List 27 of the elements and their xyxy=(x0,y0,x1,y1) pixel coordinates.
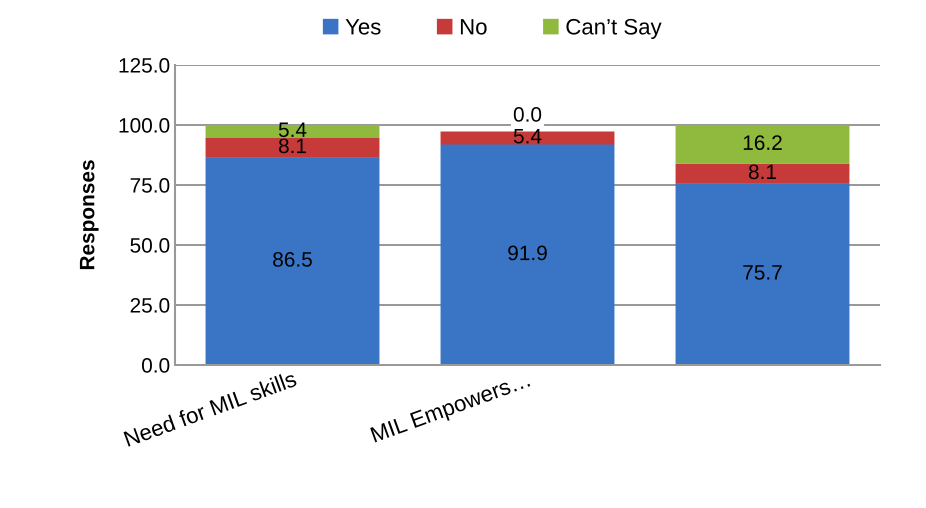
data-label: 86.5 xyxy=(273,252,312,267)
bar xyxy=(676,183,850,365)
y-tick-label: 25.0 xyxy=(130,298,170,313)
bar xyxy=(206,157,380,365)
data-label: 0.0 xyxy=(514,107,542,122)
legend-label: Can’t Say xyxy=(566,18,662,39)
data-label: 5.4 xyxy=(514,129,542,144)
data-label: 75.7 xyxy=(743,265,782,280)
y-tick-label: 0.0 xyxy=(142,358,170,373)
data-label: 16.2 xyxy=(744,135,782,150)
data-label: 8.1 xyxy=(748,164,776,180)
legend-label: Yes xyxy=(346,19,381,35)
y-tick-label: 50.0 xyxy=(130,238,170,253)
y-axis-title: Responses xyxy=(80,160,99,270)
bar xyxy=(676,164,850,184)
data-label: 5.4 xyxy=(278,122,306,138)
bar xyxy=(206,138,380,158)
y-tick-label: 125.0 xyxy=(120,58,170,73)
data-label: 91.9 xyxy=(508,246,547,260)
y-tick-label: 75.0 xyxy=(130,178,170,193)
bar xyxy=(676,125,850,164)
bar xyxy=(440,131,614,144)
x-tick-label: Need for MIL skills xyxy=(124,374,298,447)
legend-label: No xyxy=(460,19,487,35)
y-tick-label: 100.0 xyxy=(120,118,170,133)
data-label: 8.1 xyxy=(278,138,306,154)
bar xyxy=(440,144,614,365)
